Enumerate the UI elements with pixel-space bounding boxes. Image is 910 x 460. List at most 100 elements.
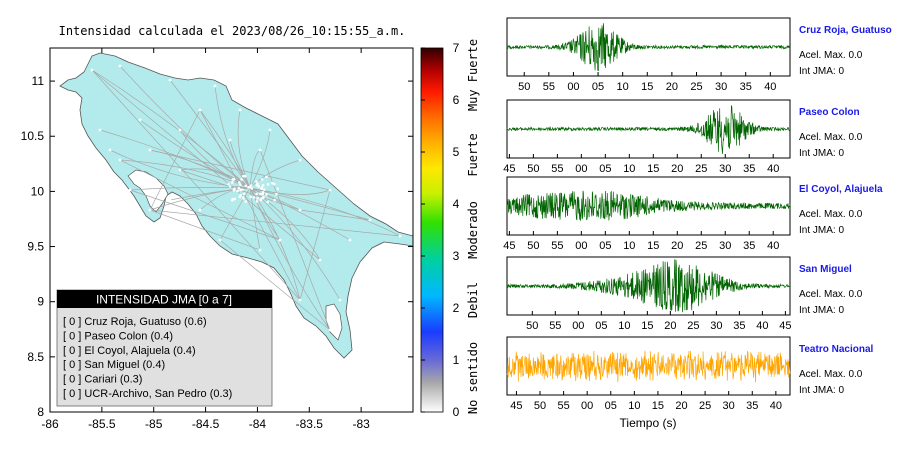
waveform-tick-label: 00	[572, 320, 584, 332]
legend-header	[57, 290, 272, 308]
place-dot	[238, 183, 242, 186]
place-dot	[249, 195, 252, 199]
x-tick-label: -85	[145, 417, 163, 431]
waveform-tick-label: 45	[503, 163, 515, 175]
y-tick-label: 11	[32, 74, 45, 88]
waveform-tick-label: 05	[595, 320, 607, 332]
waveform-tick-label: 25	[695, 240, 707, 252]
road-network	[91, 65, 401, 331]
place-dot	[108, 148, 112, 152]
waveform-tick-label: 00	[575, 163, 587, 175]
station-name: Teatro Nacional	[799, 344, 873, 355]
map-axes: -86 -85.5 -85 -84.5 -84 -83.5 -83 11 10.5 10 9.5 9 8…	[21, 48, 413, 431]
place-dot	[244, 184, 248, 188]
place-dot	[178, 128, 182, 132]
waveform-tick-label: 25	[699, 400, 711, 412]
waveform-tick-label: 40	[767, 163, 779, 175]
place-dot	[260, 178, 264, 181]
place-dot	[328, 188, 332, 192]
place-dot	[268, 128, 272, 132]
waveform-tick-label: 55	[551, 163, 563, 175]
place-dot	[213, 84, 217, 88]
waveform-panel: 45 50 55 00 05 10 15 20 25 30 35 40 Paseo Colon Acel.…	[503, 99, 863, 175]
station-acceleration: Acel. Max. 0.0	[799, 289, 863, 300]
road-line	[169, 79, 251, 189]
place-dot	[148, 208, 152, 212]
place-dot	[259, 192, 262, 196]
station-jma-intensity: Int JMA: 0	[799, 225, 844, 236]
colorbar-tick-label: 0	[453, 405, 460, 419]
intensity-legend: INTENSIDAD JMA [0 a 7] [ 0 ] Cruz Roja, …	[56, 289, 273, 407]
place-dot	[258, 148, 262, 152]
place-dot	[261, 183, 265, 187]
legend-item: [ 0 ] El Coyol, Alajuela (0.4)	[63, 345, 196, 357]
place-dot	[227, 183, 230, 186]
legend-item: [ 0 ] Paseo Colon (0.4)	[63, 330, 173, 342]
road-line	[249, 129, 271, 189]
legend-item: [ 0 ] Cariari (0.3)	[63, 374, 142, 386]
road-line	[249, 187, 401, 237]
place-dot	[257, 185, 261, 188]
place-dot	[265, 193, 268, 196]
place-dot	[168, 78, 172, 82]
place-dot	[239, 193, 242, 197]
station-name: Paseo Colon	[799, 107, 860, 118]
colorbar-intensity-label: Muy Fuerte	[466, 39, 480, 111]
place-dot	[218, 238, 222, 242]
place-dot	[273, 198, 276, 202]
waveform-tick-label: 05	[599, 163, 611, 175]
waveform-tick-label: 15	[641, 320, 653, 332]
waveform-tick-label: 45	[779, 320, 791, 332]
place-dot	[260, 186, 264, 189]
waveform-tick-label: 00	[581, 400, 593, 412]
place-dot	[232, 177, 236, 181]
waveform-tick-label: 10	[617, 81, 629, 93]
station-acceleration: Acel. Max. 0.0	[799, 369, 863, 380]
place-dot	[270, 181, 274, 185]
place-dot	[237, 181, 241, 184]
time-axis-label: Tiempo (s)	[620, 416, 677, 430]
waveform-tick-label: 20	[675, 400, 687, 412]
road-line	[91, 69, 251, 189]
place-dot	[198, 108, 202, 112]
legend-item: [ 0 ] UCR-Archivo, San Pedro (0.3)	[63, 388, 232, 400]
waveform-tick-label: 15	[647, 163, 659, 175]
waveform-trace	[506, 23, 791, 72]
place-dot	[236, 189, 239, 193]
waveform-tick-label: 10	[628, 400, 640, 412]
road-line	[91, 69, 321, 261]
waveform-tick-label: 40	[767, 240, 779, 252]
road-line	[149, 209, 261, 251]
map-title: Intensidad calculada el 2023/08/26_10:15…	[59, 24, 406, 38]
y-tick-label: 8.5	[27, 350, 44, 364]
station-acceleration: Acel. Max. 0.0	[799, 209, 863, 220]
place-dot	[278, 238, 282, 242]
place-dot	[241, 195, 245, 199]
place-dot	[178, 168, 182, 172]
place-dot	[276, 187, 280, 191]
place-dot	[266, 200, 270, 204]
station-name: Cruz Roja, Guatuso	[799, 25, 892, 36]
waveform-tick-label: 10	[623, 240, 635, 252]
station-acceleration: Acel. Max. 0.0	[799, 50, 863, 61]
x-tick-label: -84	[249, 417, 267, 431]
road-line	[249, 159, 301, 189]
place-dot	[348, 238, 352, 242]
y-tick-label: 10.5	[21, 129, 45, 143]
waveform-panel: 45 50 55 00 05 10 15 20 25 30 35 40 Teatro Nacional A…	[506, 336, 873, 412]
place-dot	[298, 208, 302, 212]
colorbar-intensity-label: Fuerte	[466, 133, 480, 176]
place-dot	[255, 200, 259, 203]
place-dot	[138, 118, 142, 122]
colorbar-intensity-label: Moderado	[466, 201, 480, 259]
place-dot	[250, 187, 254, 190]
station-jma-intensity: Int JMA: 0	[799, 385, 844, 396]
place-dot	[231, 181, 234, 184]
place-dot	[244, 200, 248, 203]
waveform-tick-label: 20	[664, 320, 676, 332]
station-name: San Miguel	[799, 264, 852, 275]
colorbar-tick-label: 6	[453, 93, 460, 107]
legend-title: INTENSIDAD JMA [0 a 7]	[96, 293, 232, 307]
place-dot	[228, 185, 232, 188]
